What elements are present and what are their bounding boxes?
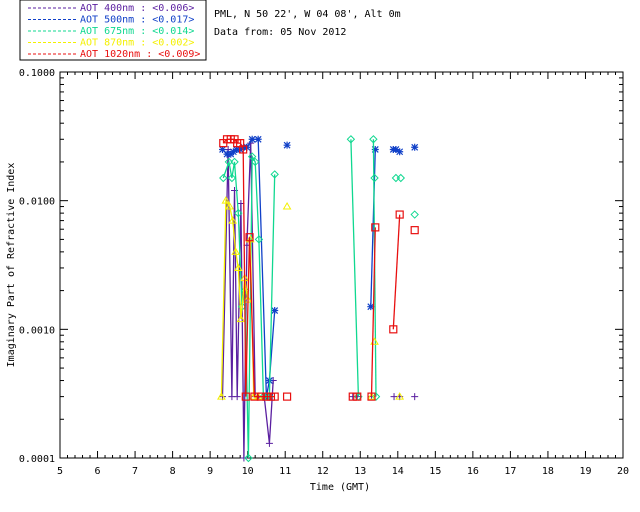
x-tick-label: 12	[317, 466, 329, 477]
x-tick-label: 7	[132, 466, 138, 477]
square-marker	[256, 392, 265, 401]
y-tick-label: 0.0010	[19, 325, 55, 336]
x-tick-label: 20	[617, 466, 629, 477]
asterisk-marker	[248, 135, 256, 143]
square-marker	[395, 210, 404, 219]
x-tick-label: 9	[207, 466, 213, 477]
series-line	[392, 214, 401, 330]
triangle-marker	[367, 392, 376, 400]
triangle-marker	[282, 202, 292, 210]
asterisk-marker	[411, 143, 419, 151]
y-tick-label: 0.0001	[19, 454, 55, 465]
legend: AOT 400nm : <0.006>AOT 500nm : <0.017>AO…	[28, 3, 200, 60]
square-marker	[367, 392, 376, 401]
diamond-marker	[369, 135, 378, 144]
diamond-marker	[247, 152, 257, 161]
square-marker	[262, 392, 271, 401]
x-tick-label: 17	[504, 466, 516, 477]
diamond-marker	[244, 453, 253, 463]
series-line	[350, 139, 360, 397]
info-line-2: Data from: 05 Nov 2012	[214, 27, 346, 38]
info-line-1: PML, N 50 22', W 04 08', Alt 0m	[214, 9, 401, 20]
diamond-marker	[224, 157, 234, 167]
legend-label: AOT 675nm : <0.014>	[80, 26, 194, 37]
plus-marker	[240, 454, 248, 462]
triangle-marker	[233, 263, 243, 271]
plus-marker	[233, 393, 241, 401]
y-tick-label: 0.1000	[19, 68, 55, 79]
triangle-marker	[225, 202, 235, 210]
square-marker	[410, 226, 419, 235]
triangle-marker	[236, 314, 246, 323]
series-4	[219, 135, 419, 401]
asterisk-marker	[283, 141, 291, 149]
triangle-marker	[228, 216, 238, 224]
diamond-marker	[396, 173, 406, 183]
diamond-marker	[230, 157, 239, 167]
legend-label: AOT 400nm : <0.006>	[80, 3, 194, 14]
square-marker	[371, 223, 380, 232]
diamond-marker	[346, 135, 356, 144]
data-layer	[217, 135, 419, 463]
diamond-marker	[371, 392, 381, 401]
diamond-marker	[410, 210, 419, 219]
asterisk-marker	[271, 307, 279, 315]
triangle-marker	[217, 392, 226, 400]
square-marker	[348, 392, 357, 401]
y-tick-label: 0.0100	[19, 197, 55, 208]
diamond-marker	[391, 173, 401, 183]
asterisk-marker	[223, 150, 231, 158]
square-marker	[239, 145, 248, 154]
y-axis-label: Imaginary Part of Refractive Index	[6, 163, 17, 368]
x-tick-label: 5	[57, 466, 63, 477]
legend-box	[19, 0, 207, 61]
asterisk-marker	[371, 145, 379, 153]
x-tick-label: 10	[242, 466, 254, 477]
diamond-marker	[270, 170, 279, 179]
legend-label: AOT 1020nm : <0.009>	[80, 49, 200, 60]
square-marker	[270, 392, 279, 401]
triangle-marker	[395, 392, 405, 400]
square-marker	[245, 233, 254, 242]
asterisk-marker	[254, 135, 262, 143]
x-tick-label: 8	[170, 466, 176, 477]
diamond-marker	[370, 173, 379, 183]
square-marker	[389, 325, 398, 334]
triangle-marker	[231, 247, 241, 255]
x-tick-label: 13	[354, 466, 366, 477]
diamond-marker	[234, 208, 243, 218]
square-marker	[282, 392, 292, 401]
square-marker	[241, 392, 250, 401]
series-line	[370, 227, 376, 397]
legend-label: AOT 870nm : <0.002>	[80, 38, 194, 49]
plus-marker	[265, 439, 273, 447]
diamond-marker	[250, 157, 260, 167]
x-tick-label: 18	[542, 466, 554, 477]
triangle-marker	[221, 196, 231, 204]
x-axis-label: Time (GMT)	[310, 482, 370, 493]
diamond-marker	[254, 235, 264, 244]
asterisk-marker	[219, 145, 227, 153]
x-tick-label: 11	[279, 466, 291, 477]
plus-marker	[411, 393, 419, 401]
x-tick-label: 6	[95, 466, 101, 477]
x-tick-label: 14	[392, 466, 404, 477]
asterisk-marker	[367, 303, 375, 311]
axis-ticks: 5 6 7 8 9 10 11 12 13 14 15 16 17 18 19 20 0.0001 0.0010 0…	[19, 68, 629, 477]
x-tick-label: 19	[579, 466, 591, 477]
diamond-marker	[227, 173, 237, 183]
square-marker	[353, 392, 362, 401]
square-marker	[250, 392, 259, 401]
legend-label: AOT 500nm : <0.017>	[80, 15, 194, 26]
x-tick-label: 15	[429, 466, 441, 477]
series-line	[370, 149, 376, 307]
asterisk-marker	[392, 145, 400, 153]
asterisk-marker	[396, 148, 404, 156]
x-tick-label: 16	[467, 466, 479, 477]
diamond-marker	[219, 173, 228, 183]
asterisk-marker	[232, 145, 240, 153]
plot-frame	[59, 71, 624, 459]
